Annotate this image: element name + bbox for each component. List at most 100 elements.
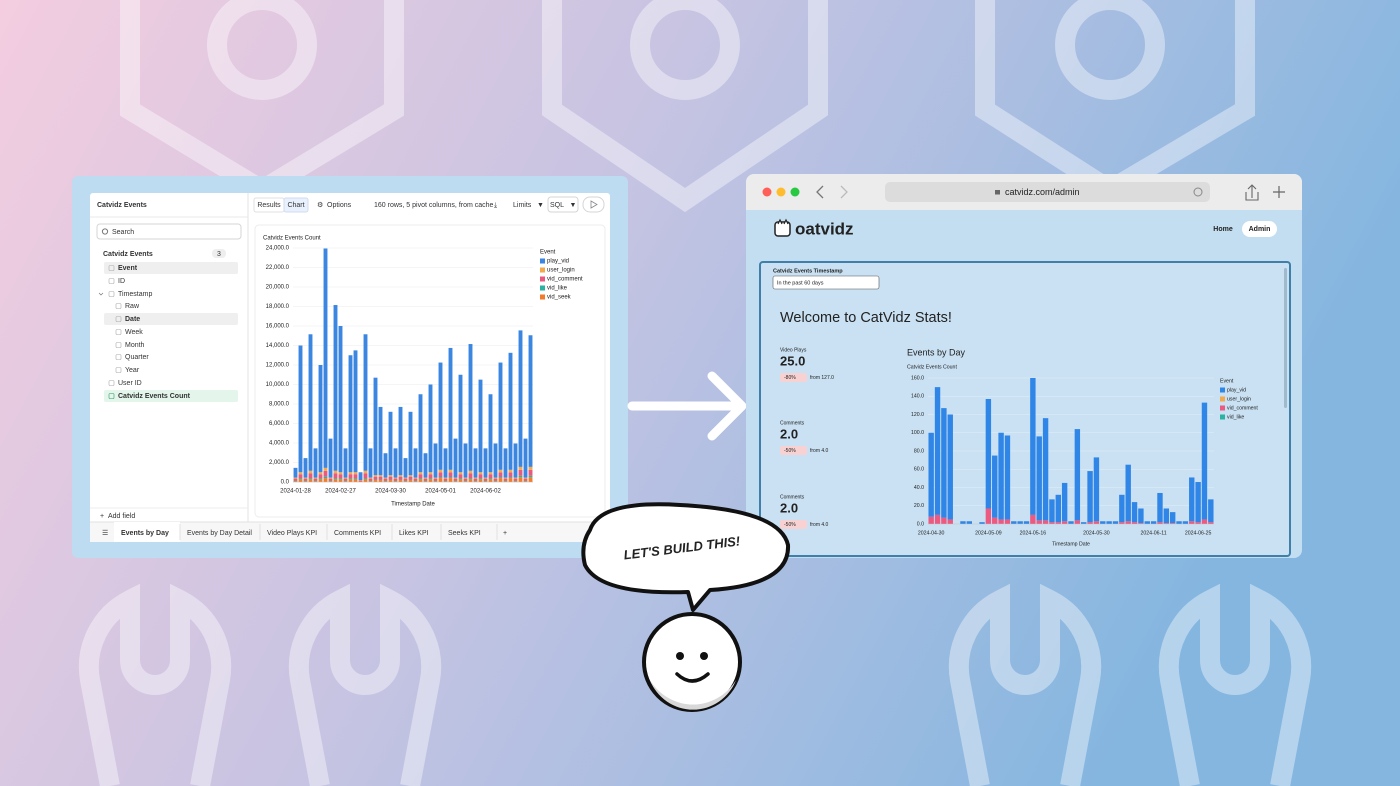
download-icon[interactable]: ⤓ [494, 202, 497, 209]
legend-label[interactable]: vid_seek [547, 295, 572, 301]
tab-label[interactable]: Events by Day [121, 530, 169, 537]
legend-label[interactable]: vid_like [1227, 414, 1244, 420]
field-name[interactable]: Timestamp [118, 291, 152, 298]
bar-segment [498, 478, 503, 482]
options-label[interactable]: Options [327, 202, 352, 209]
legend-label[interactable]: vid_like [547, 286, 568, 292]
tab-chart[interactable] [283, 197, 309, 213]
bar-segment [1144, 521, 1150, 524]
bar-segment [1061, 482, 1068, 522]
tab-label[interactable]: Likes KPI [399, 530, 429, 537]
bar-segment [453, 477, 458, 479]
tab-label[interactable]: Events by Day Detail [187, 530, 252, 537]
bar-segment [328, 477, 333, 479]
forward-button[interactable] [840, 185, 848, 199]
kpi-change: -50% [784, 522, 796, 528]
bar-segment [473, 481, 478, 482]
field-name[interactable]: Raw [125, 303, 140, 310]
bar-segment [992, 455, 998, 518]
active-tab [114, 522, 180, 542]
bar-segment [463, 443, 468, 478]
legend-label[interactable]: user_login [1227, 396, 1251, 402]
y-tick-label: 60.0 [914, 467, 924, 473]
kpi-badge [780, 373, 807, 382]
bar-segment [373, 476, 378, 480]
bar-segment [333, 479, 338, 482]
field-name[interactable]: Catvidz Events Count [118, 393, 191, 400]
add-tab[interactable]: + [503, 530, 507, 537]
smiley-shade [650, 680, 736, 710]
field-name[interactable]: Quarter [125, 354, 149, 361]
nav-home[interactable]: Home [1213, 226, 1233, 233]
y-tick-label: 2,000.0 [269, 460, 290, 466]
share-icon[interactable] [1245, 184, 1259, 201]
bar-segment [403, 481, 408, 482]
bar-segment [1131, 502, 1138, 523]
limits-label[interactable]: Limits [513, 202, 532, 209]
window-close[interactable] [762, 187, 772, 197]
legend-label[interactable]: play_vid [1227, 387, 1246, 393]
logo-text[interactable]: oatvidz [795, 219, 854, 238]
search-box[interactable] [96, 223, 242, 240]
add-field[interactable]: Add field [108, 513, 135, 520]
field-name[interactable]: User ID [118, 380, 142, 387]
sql-label: SQL [550, 202, 564, 209]
bar-segment [1074, 429, 1081, 521]
bar-segment [338, 472, 343, 475]
tab-label[interactable]: Comments KPI [334, 530, 381, 537]
wrench-decor [78, 0, 1312, 786]
smiley-mouth [675, 672, 710, 683]
back-button[interactable] [816, 185, 824, 199]
run-button[interactable] [582, 196, 605, 213]
bar-segment [408, 480, 413, 482]
x-axis-label: Timestamp Date [1052, 541, 1090, 547]
bar-segment [433, 478, 438, 481]
legend-label[interactable]: user_login [547, 268, 575, 274]
field-name[interactable]: Year [125, 367, 140, 374]
sql-caret: ▼ [570, 202, 577, 209]
bar-segment [1208, 499, 1214, 523]
tab-label[interactable]: Seeks KPI [448, 530, 481, 537]
url-bar[interactable] [885, 182, 1210, 202]
bar-segment [1042, 418, 1049, 521]
sql-button[interactable] [547, 196, 579, 213]
bar-segment [1081, 522, 1087, 524]
reload-icon[interactable] [1193, 187, 1203, 197]
x-tick-label: 2024-03-30 [375, 489, 406, 495]
legend-label[interactable]: vid_comment [1227, 405, 1258, 411]
bar-segment [343, 481, 348, 482]
field-name[interactable]: ID [118, 278, 125, 285]
bar-segment [318, 472, 323, 475]
field-name[interactable]: Event [118, 265, 138, 272]
bar-segment [518, 477, 523, 482]
field-name[interactable]: Date [125, 316, 140, 323]
field-name[interactable]: Week [125, 329, 143, 336]
explore-name[interactable]: Catvidz Events [103, 251, 153, 258]
field-name[interactable]: Month [125, 342, 145, 349]
legend-label[interactable]: vid_comment [547, 277, 583, 283]
bar-segment [318, 478, 323, 480]
bar-segment [433, 481, 438, 482]
run-icon [590, 200, 598, 209]
search-placeholder: Search [112, 229, 134, 236]
bar-segment [313, 477, 318, 479]
bar-segment [1036, 520, 1042, 524]
new-tab-icon[interactable] [1273, 186, 1285, 198]
bar-segment [488, 474, 493, 479]
bar-segment [398, 480, 403, 482]
y-tick-label: 0.0 [917, 521, 924, 527]
bar-segment [428, 384, 433, 473]
bar-segment [328, 438, 333, 478]
filter-input[interactable] [772, 275, 880, 290]
bar-segment [388, 476, 393, 480]
window-max[interactable] [790, 187, 800, 197]
bar-segment [1208, 522, 1214, 524]
source-title[interactable]: Catvidz Events [97, 202, 147, 209]
window-min[interactable] [776, 187, 786, 197]
nav-admin-pill[interactable] [1242, 221, 1277, 237]
tab-label[interactable]: Video Plays KPI [267, 530, 317, 537]
legend-label[interactable]: play_vid [547, 259, 569, 265]
menu-icon[interactable]: ☰ [102, 530, 108, 537]
bar-segment [508, 472, 513, 478]
bar-segment [373, 475, 378, 477]
